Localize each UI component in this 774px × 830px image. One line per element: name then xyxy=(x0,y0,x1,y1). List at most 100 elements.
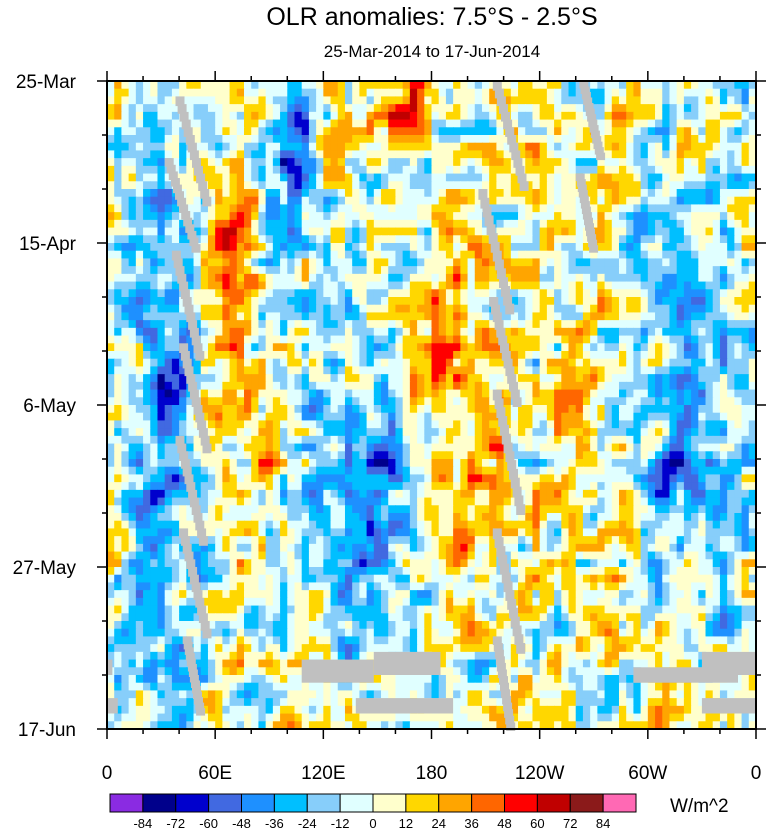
field-cell xyxy=(431,389,440,398)
field-cell xyxy=(626,304,635,314)
field-cell xyxy=(503,142,512,152)
field-cell xyxy=(294,111,303,121)
field-cell xyxy=(366,474,375,483)
field-cell xyxy=(157,235,166,244)
field-cell xyxy=(352,189,360,198)
field-cell xyxy=(554,482,562,491)
field-cell xyxy=(280,196,288,206)
field-cell xyxy=(308,366,317,375)
field-cell xyxy=(128,412,137,422)
field-cell xyxy=(445,420,454,429)
field-cell xyxy=(633,81,642,90)
field-cell xyxy=(474,428,483,437)
field-cell xyxy=(453,235,461,244)
field-cell xyxy=(496,374,505,383)
field-cell xyxy=(719,158,728,167)
field-cell xyxy=(698,489,707,499)
field-cell xyxy=(251,96,260,105)
field-cell xyxy=(489,435,497,445)
field-cell xyxy=(316,104,324,113)
field-cell xyxy=(590,281,598,290)
field-cell xyxy=(467,358,476,368)
field-cell xyxy=(705,212,714,221)
field-cell xyxy=(691,335,699,344)
field-cell xyxy=(344,227,353,236)
field-cell xyxy=(193,443,202,452)
field-cell xyxy=(381,443,389,452)
field-cell xyxy=(215,119,223,128)
field-cell xyxy=(143,443,151,452)
field-cell xyxy=(597,289,606,298)
field-cell xyxy=(215,258,223,267)
field-cell xyxy=(287,212,296,221)
field-cell xyxy=(539,412,548,422)
field-cell xyxy=(604,158,613,167)
field-cell xyxy=(143,405,151,414)
field-cell xyxy=(359,381,368,391)
field-cell xyxy=(135,505,144,514)
field-cell xyxy=(719,181,728,190)
field-cell xyxy=(323,397,332,406)
field-cell xyxy=(604,304,613,314)
field-cell xyxy=(424,474,433,483)
field-cell xyxy=(561,196,570,206)
field-cell xyxy=(481,119,490,128)
field-cell xyxy=(287,266,296,275)
field-cell xyxy=(727,266,735,275)
field-cell xyxy=(222,266,231,275)
field-cell xyxy=(424,351,433,360)
field-cell xyxy=(626,474,635,483)
field-cell xyxy=(597,428,606,437)
field-cell xyxy=(683,474,692,483)
field-cell xyxy=(568,104,577,113)
field-cell xyxy=(741,212,750,221)
field-cell xyxy=(215,443,223,452)
field-cell xyxy=(676,104,685,113)
field-cell xyxy=(107,482,115,491)
field-cell xyxy=(330,204,339,213)
field-cell xyxy=(265,505,274,514)
field-cell xyxy=(143,165,151,175)
field-cell xyxy=(301,335,310,344)
field-cell xyxy=(121,389,130,398)
field-cell xyxy=(301,158,310,167)
field-cell xyxy=(244,397,252,406)
field-cell xyxy=(647,204,656,213)
field-cell xyxy=(107,212,115,221)
field-cell xyxy=(424,459,433,468)
field-cell xyxy=(424,173,433,182)
field-cell xyxy=(200,212,209,221)
field-cell xyxy=(366,397,375,406)
field-cell xyxy=(597,474,606,483)
field-cell xyxy=(748,451,757,460)
field-cell xyxy=(114,443,123,452)
field-cell xyxy=(287,443,296,452)
field-cell xyxy=(344,343,353,352)
field-cell xyxy=(719,142,728,152)
field-cell xyxy=(518,266,526,275)
field-cell xyxy=(143,397,151,406)
field-cell xyxy=(734,497,743,506)
field-cell xyxy=(611,135,620,144)
field-cell xyxy=(316,335,324,344)
field-cell xyxy=(344,366,353,375)
field-cell xyxy=(359,158,368,167)
field-cell xyxy=(604,366,613,375)
field-cell xyxy=(294,219,303,229)
field-cell xyxy=(662,173,671,182)
field-cell xyxy=(741,142,750,152)
field-cell xyxy=(179,420,187,429)
field-cell xyxy=(222,381,231,391)
field-cell xyxy=(705,127,714,136)
field-cell xyxy=(655,235,663,244)
field-cell xyxy=(575,451,584,460)
field-cell xyxy=(308,482,317,491)
field-cell xyxy=(388,374,397,383)
field-cell xyxy=(640,142,649,152)
field-cell xyxy=(705,343,714,352)
field-cell xyxy=(114,204,123,213)
field-cell xyxy=(150,273,159,283)
field-cell xyxy=(626,435,635,445)
field-cell xyxy=(186,181,195,190)
field-cell xyxy=(128,343,137,352)
